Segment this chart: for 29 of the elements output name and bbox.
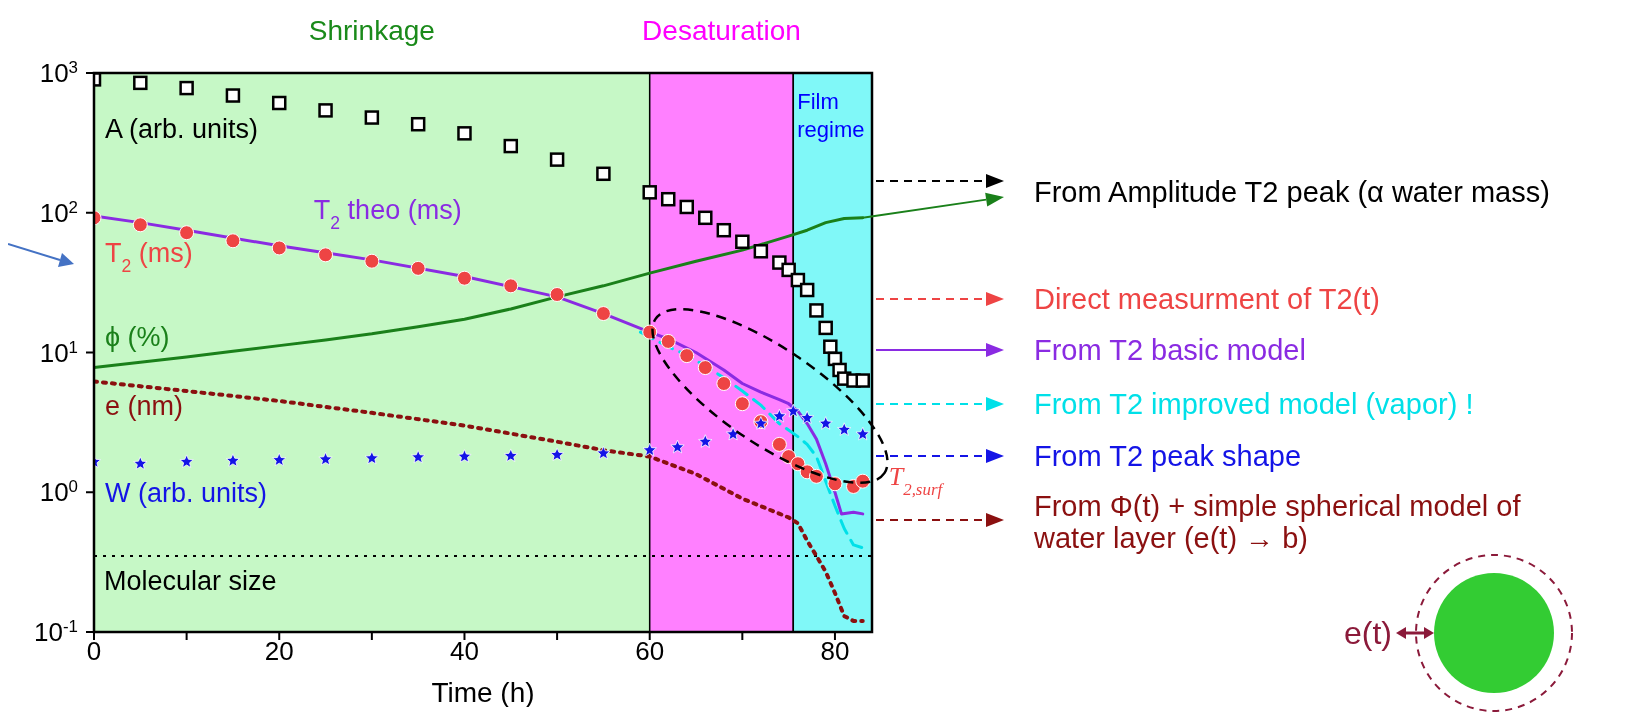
y-tick-label: 10$^{-1}$ [34,616,78,647]
x-axis-title: Time (h) [431,677,535,708]
ref-line-label: Molecular size [104,565,277,596]
text: From T2 basic model [1034,334,1306,366]
x-tick-label: 20 [264,636,294,667]
series-label: T$_{2}$ theo (ms) [313,194,462,233]
series-label: T$_{2}$ (ms) [105,237,193,276]
y-tick-label: 10$^{0}$ [39,476,78,508]
series-label: e (nm) [105,390,184,421]
x-tick-label: 0 [86,636,102,667]
text: Direct measurment of T2(t) [1034,283,1380,315]
y-tick-label: 10$^{2}$ [39,197,78,228]
series-label: A (arb. units) [105,114,259,145]
y-tick-label: 10$^{1}$ [39,337,78,368]
text: From Amplitude T2 peak (α water mass) [1034,176,1550,208]
y-tick-label: 10$^{3}$ [39,57,78,88]
band-label: Film regime [797,89,865,142]
text: From Φ(t) + simple spherical model of water layer (e(t) → b) [1033,490,1522,554]
series-label: W (arb. units) [105,477,268,508]
series-label: ϕ (%) [105,321,170,352]
text: From T2 peak shape [1034,440,1302,472]
text: From T2 improved model (vapor) ! [1034,388,1474,420]
band-label: Desaturation [642,15,801,46]
x-tick-label: 80 [820,636,850,667]
x-tick-label: 40 [450,636,479,667]
text: e(t) [1344,615,1392,651]
band-label: Shrinkage [308,15,435,46]
annotation: T$_{2,surf}$ [888,462,945,499]
x-tick-label: 60 [635,636,665,667]
